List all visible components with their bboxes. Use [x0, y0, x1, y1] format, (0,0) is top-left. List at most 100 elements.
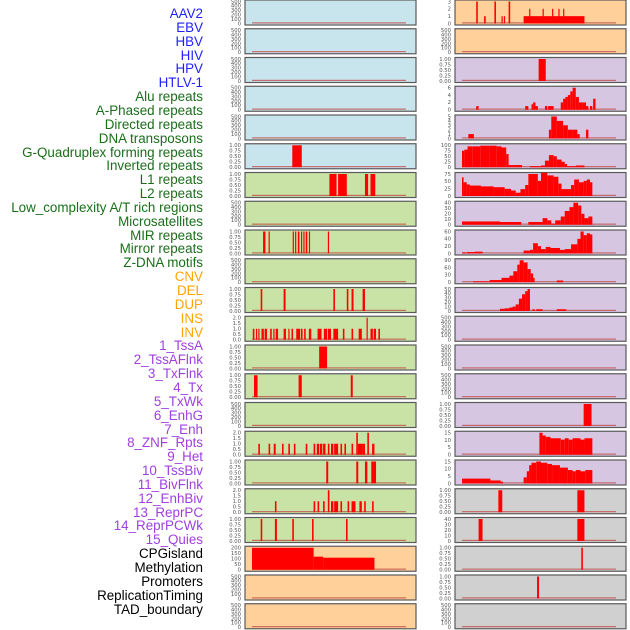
data-bar	[558, 183, 562, 196]
y-tick-label: 400	[231, 607, 242, 613]
y-tick-label: 200	[441, 329, 452, 335]
y-tick-label: 400	[231, 119, 242, 125]
data-bar	[553, 176, 559, 196]
y-tick-label: 100	[231, 46, 242, 52]
data-bar	[305, 231, 308, 254]
y-tick-label: 0.25	[229, 246, 241, 252]
data-bar	[490, 480, 501, 484]
y-tick-label: 1.0	[233, 327, 242, 333]
y-tick-label: 500	[231, 28, 242, 34]
y-tick-label: 0.25	[229, 188, 241, 194]
data-bar	[513, 165, 523, 168]
y-tick-label: 200	[231, 616, 242, 622]
data-bar	[288, 328, 290, 340]
data-bar	[258, 328, 260, 340]
track-panel-left: 0.00.51.01.52.0	[233, 431, 417, 459]
track-label: G-Quadruplex forming repeats	[22, 144, 203, 160]
data-bar	[583, 180, 587, 196]
data-bar	[509, 307, 513, 311]
data-bar	[541, 165, 545, 168]
y-tick-label: 20	[444, 528, 451, 534]
y-tick-label: 20	[444, 300, 451, 306]
data-bar	[359, 501, 362, 513]
baseline	[462, 568, 616, 570]
y-tick-label: 40	[444, 517, 451, 523]
data-bar	[364, 174, 369, 196]
track-label: MIR repeats	[130, 227, 203, 243]
data-bar	[567, 129, 573, 139]
y-tick-label: 0	[448, 280, 452, 286]
data-bar	[378, 328, 380, 340]
y-tick-label: 100	[441, 46, 452, 52]
y-tick-label: 400	[231, 262, 242, 268]
data-bar	[308, 328, 312, 340]
y-tick-label: 0.25	[229, 390, 241, 396]
data-bar	[550, 438, 561, 455]
data-bar	[508, 165, 514, 168]
track-panel-left: 0.00.51.01.52.0	[233, 316, 417, 344]
track-label: HBV	[175, 33, 203, 49]
data-bar	[581, 213, 585, 225]
baseline	[252, 22, 406, 24]
track-label: 11_BivFlnk	[137, 476, 203, 492]
baseline	[462, 338, 616, 340]
data-bar	[356, 432, 358, 455]
y-tick-label: 0	[448, 136, 452, 142]
y-tick-label: 200	[231, 546, 242, 552]
track-label: DUP	[174, 296, 203, 312]
y-tick-label: 200	[441, 41, 452, 47]
track-label: 1_TssA	[159, 338, 203, 354]
data-bar	[274, 501, 277, 513]
y-tick-label: 10	[444, 217, 451, 223]
data-bar	[523, 262, 528, 283]
y-tick-label: 200	[231, 41, 242, 47]
y-tick-label: 0.50	[439, 413, 451, 419]
baseline	[252, 108, 406, 110]
data-bar	[512, 306, 516, 311]
track-panel-left: 0.000.250.500.751.00	[229, 229, 417, 257]
track-label: 2_TssAFlnk	[133, 352, 203, 368]
data-bar	[581, 547, 583, 570]
data-bar	[467, 146, 473, 168]
y-tick-label: 1.5	[233, 436, 241, 442]
baseline	[462, 453, 616, 455]
data-bar	[541, 172, 548, 196]
data-bar	[528, 222, 543, 225]
data-bar	[480, 186, 494, 196]
data-bar	[551, 116, 557, 139]
baseline	[252, 51, 406, 53]
data-bar	[498, 490, 503, 513]
track-label: HPV	[175, 61, 203, 77]
baseline	[252, 424, 406, 426]
panel-background	[454, 85, 627, 112]
y-tick-label: 0.5	[233, 505, 241, 511]
y-tick-label: 0	[448, 21, 452, 27]
track-panel-left: 0.000.250.500.751.00	[229, 143, 417, 171]
y-tick-label: 0	[238, 568, 242, 574]
y-tick-label: 6	[448, 86, 452, 92]
y-tick-label: 400	[231, 579, 242, 585]
y-tick-label: 10	[444, 533, 451, 539]
data-bar	[542, 8, 544, 24]
y-tick-label: 0.75	[229, 522, 241, 528]
data-bar	[323, 557, 375, 570]
data-bar	[560, 216, 565, 225]
data-bar	[362, 289, 365, 311]
y-tick-label: 0.50	[229, 154, 241, 160]
panel-background	[244, 488, 417, 515]
y-tick-label: 200	[231, 214, 242, 220]
track-panel-right: 0 246	[448, 85, 627, 114]
data-bar	[260, 289, 263, 311]
y-tick-label: 300	[231, 583, 242, 589]
data-bar	[526, 471, 530, 484]
data-bar	[537, 576, 540, 599]
track-panel-right: 0.000.250.500.751.00	[439, 488, 627, 516]
y-tick-label: 0.00	[229, 194, 241, 200]
